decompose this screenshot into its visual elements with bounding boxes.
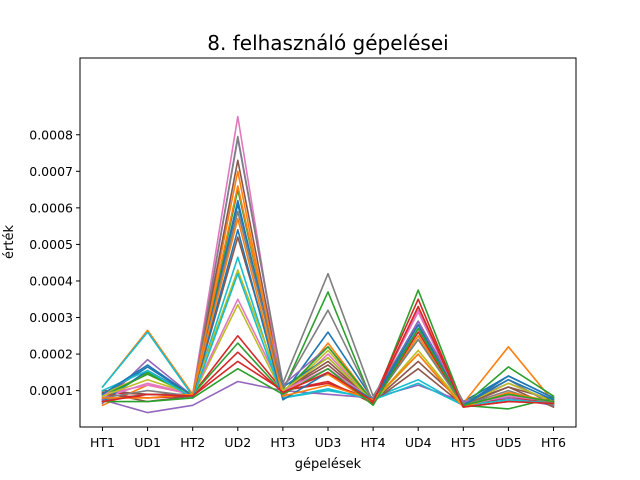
plot-frame: [79, 57, 577, 428]
series-line-23: [101, 327, 555, 407]
y-tick-label: 0.0001: [29, 383, 73, 398]
y-tick-label: 0.0006: [29, 200, 73, 215]
x-tick-label: HT6: [541, 435, 566, 450]
series-line-24: [101, 305, 555, 408]
series-line-18: [101, 210, 555, 407]
y-tick-label: 0.0008: [29, 127, 73, 142]
series-line-13: [101, 338, 555, 410]
x-tick-label: UD5: [495, 435, 522, 450]
x-tick-label: HT4: [361, 435, 386, 450]
y-tick-label: 0.0005: [29, 237, 73, 252]
x-tick-label: HT3: [270, 435, 295, 450]
y-axis-label: érték: [2, 225, 17, 259]
x-tick-label: UD4: [405, 435, 432, 450]
x-axis: HT1 UD1 HT2 UD2 HT3 UD3 HT4 UD4 HT5 UD5 HT6: [90, 427, 566, 450]
x-tick-label: UD3: [315, 435, 342, 450]
plot-area: [101, 115, 555, 414]
series-line-20: [101, 272, 555, 407]
series-line-2: [101, 170, 555, 405]
x-tick-label: HT2: [180, 435, 205, 450]
y-tick-label: 0.0007: [29, 164, 73, 179]
x-axis-label: gépelések: [295, 457, 362, 472]
y-tick-label: 0.0004: [29, 273, 73, 288]
y-axis: 0.0001 0.0002 0.0003 0.0004 0.0005 0.0006 0.00…: [29, 127, 80, 398]
x-tick-label: UD2: [224, 435, 251, 450]
x-tick-label: HT1: [90, 435, 115, 450]
chart-title: 8. felhasználó gépelései: [207, 31, 448, 55]
series-line-16: [101, 236, 555, 409]
x-tick-label: HT5: [451, 435, 476, 450]
y-tick-label: 0.0002: [29, 347, 73, 362]
y-tick-label: 0.0003: [29, 310, 73, 325]
x-tick-label: UD1: [134, 435, 161, 450]
